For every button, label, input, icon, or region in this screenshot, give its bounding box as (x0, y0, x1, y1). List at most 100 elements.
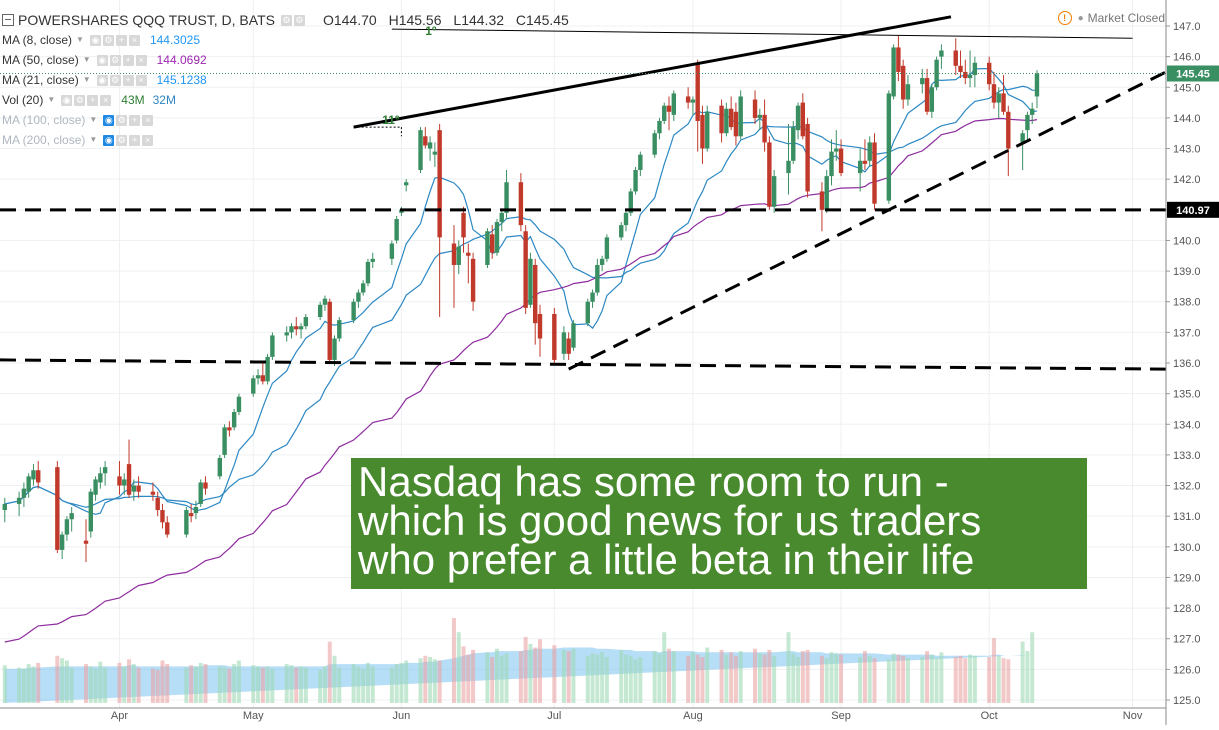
dropdown-caret-icon[interactable]: ▼ (89, 115, 98, 124)
volume-bar (356, 666, 361, 703)
volume-bar (996, 655, 1001, 703)
volume-bar (265, 666, 270, 703)
settings-icon[interactable]: ⚙ (293, 14, 305, 26)
price-tick-label: 132.0 (1173, 481, 1201, 493)
volume-bar (733, 655, 738, 703)
volume-bar (461, 646, 466, 703)
candle-body (757, 114, 763, 118)
indicator-label[interactable]: MA (8, close) (2, 33, 73, 47)
candle-body (59, 534, 65, 550)
volume-bar (552, 645, 557, 703)
volume-bar (925, 651, 930, 703)
candle-body (724, 108, 729, 134)
banner-line-3: who prefer a little beta in their life (358, 536, 975, 583)
volume-bar (88, 666, 93, 703)
collapse-icon[interactable] (2, 14, 14, 26)
dropdown-caret-icon[interactable]: ▼ (82, 75, 91, 84)
market-status: ! ● Market Closed (1057, 11, 1165, 25)
indicator-label[interactable]: Vol (20) (2, 93, 44, 107)
rising-support-trendline[interactable] (567, 70, 1167, 371)
close-icon[interactable]: × (135, 74, 147, 86)
indicator-row[interactable]: MA (50, close) ▼ ◉ ⚙ + × 144.0692 (0, 50, 577, 70)
volume-bar (490, 656, 495, 703)
volume-bar (232, 664, 237, 703)
eye-icon[interactable]: ◉ (61, 94, 73, 106)
candle-body (122, 479, 127, 486)
settings-icon[interactable]: ⚙ (116, 134, 128, 146)
trendlines[interactable] (0, 15, 1167, 371)
volume-bar (905, 658, 910, 703)
close-value: C145.45 (515, 12, 569, 28)
indicator-row[interactable]: MA (200, close) ▼ ◉ ⚙ + × (0, 130, 577, 150)
volume-bar (991, 638, 996, 703)
candle-body (872, 142, 877, 204)
eye-icon[interactable]: ◉ (103, 114, 115, 126)
indicator-row[interactable]: MA (8, close) ▼ ◉ ⚙ + × 144.3025 (0, 30, 577, 50)
add-icon[interactable]: + (122, 54, 134, 66)
volume-bar (757, 653, 762, 703)
settings-icon[interactable]: ⚙ (109, 74, 121, 86)
candle-body (896, 47, 901, 72)
volume-bar (351, 664, 356, 703)
support-line-136[interactable] (0, 358, 1167, 371)
indicator-label[interactable]: MA (21, close) (2, 73, 79, 87)
candle-body (599, 258, 605, 265)
candle-body (566, 338, 571, 354)
add-icon[interactable]: + (122, 74, 134, 86)
volume-bar (1030, 632, 1035, 703)
close-icon[interactable]: × (135, 54, 147, 66)
candle-body (83, 540, 89, 544)
indicator-label[interactable]: MA (100, close) (2, 113, 86, 127)
eye-icon[interactable]: ◉ (103, 134, 115, 146)
dropdown-caret-icon[interactable]: ▼ (76, 35, 84, 44)
settings-icon[interactable]: ⚙ (74, 94, 86, 106)
horizontal-reference-line[interactable] (391, 28, 1133, 39)
add-icon[interactable]: + (115, 34, 127, 46)
eye-icon[interactable]: ◉ (89, 34, 101, 46)
price-tick-label: 138.0 (1173, 297, 1201, 309)
candle-body (236, 396, 242, 413)
add-icon[interactable]: + (87, 94, 99, 106)
dropdown-caret-icon[interactable]: ▼ (47, 95, 56, 104)
ma-50-line (4, 117, 1038, 643)
add-icon[interactable]: + (129, 114, 141, 126)
close-icon[interactable]: × (100, 94, 112, 106)
volume-bar (595, 654, 600, 703)
indicator-tools: ◉ ⚙ + × (103, 114, 155, 126)
volume-bar (834, 653, 839, 703)
price-tick-label: 139.0 (1173, 266, 1201, 278)
close-icon[interactable]: × (142, 114, 154, 126)
indicator-label[interactable]: MA (200, close) (2, 133, 86, 147)
settings-icon[interactable]: ⚙ (109, 54, 121, 66)
candle-body (399, 209, 404, 213)
warning-icon[interactable]: ! (1057, 11, 1072, 25)
indicator-row[interactable]: MA (21, close) ▼ ◉ ⚙ + × 145.1238 (0, 70, 577, 90)
volume-bar (98, 661, 103, 703)
indicator-label[interactable]: MA (50, close) (2, 53, 79, 67)
volume-bar (466, 654, 471, 703)
volume-bar (394, 664, 399, 703)
close-icon[interactable]: × (142, 134, 154, 146)
candle-body (461, 212, 466, 238)
volume-bar (819, 655, 824, 703)
indicator-row[interactable]: Vol (20) ▼ ◉ ⚙ + × 43M 32M (0, 90, 577, 110)
indicator-row[interactable]: MA (100, close) ▼ ◉ ⚙ + × (0, 110, 577, 130)
symbol-tools: ⚙ ⚙ (280, 14, 307, 26)
eye-icon[interactable]: ◉ (96, 54, 108, 66)
settings-icon[interactable]: ⚙ (102, 34, 114, 46)
close-icon[interactable]: × (128, 34, 140, 46)
format-icon[interactable]: ⚙ (280, 14, 292, 26)
symbol-title[interactable]: POWERSHARES QQQ TRUST, D, BATS (18, 12, 275, 28)
candle-body (456, 246, 461, 265)
eye-icon[interactable]: ◉ (96, 74, 108, 86)
volume-bar (494, 648, 499, 703)
settings-icon[interactable]: ⚙ (116, 114, 128, 126)
add-icon[interactable]: + (129, 134, 141, 146)
volume-bar (566, 651, 571, 703)
dropdown-caret-icon[interactable]: ▼ (82, 55, 91, 64)
dropdown-caret-icon[interactable]: ▼ (89, 135, 98, 144)
volume-bar (437, 660, 442, 703)
volume-bar (987, 656, 992, 703)
